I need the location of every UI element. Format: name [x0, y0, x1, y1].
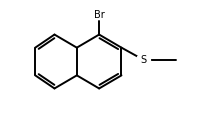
Text: Br: Br — [94, 10, 105, 20]
Text: S: S — [140, 55, 146, 65]
